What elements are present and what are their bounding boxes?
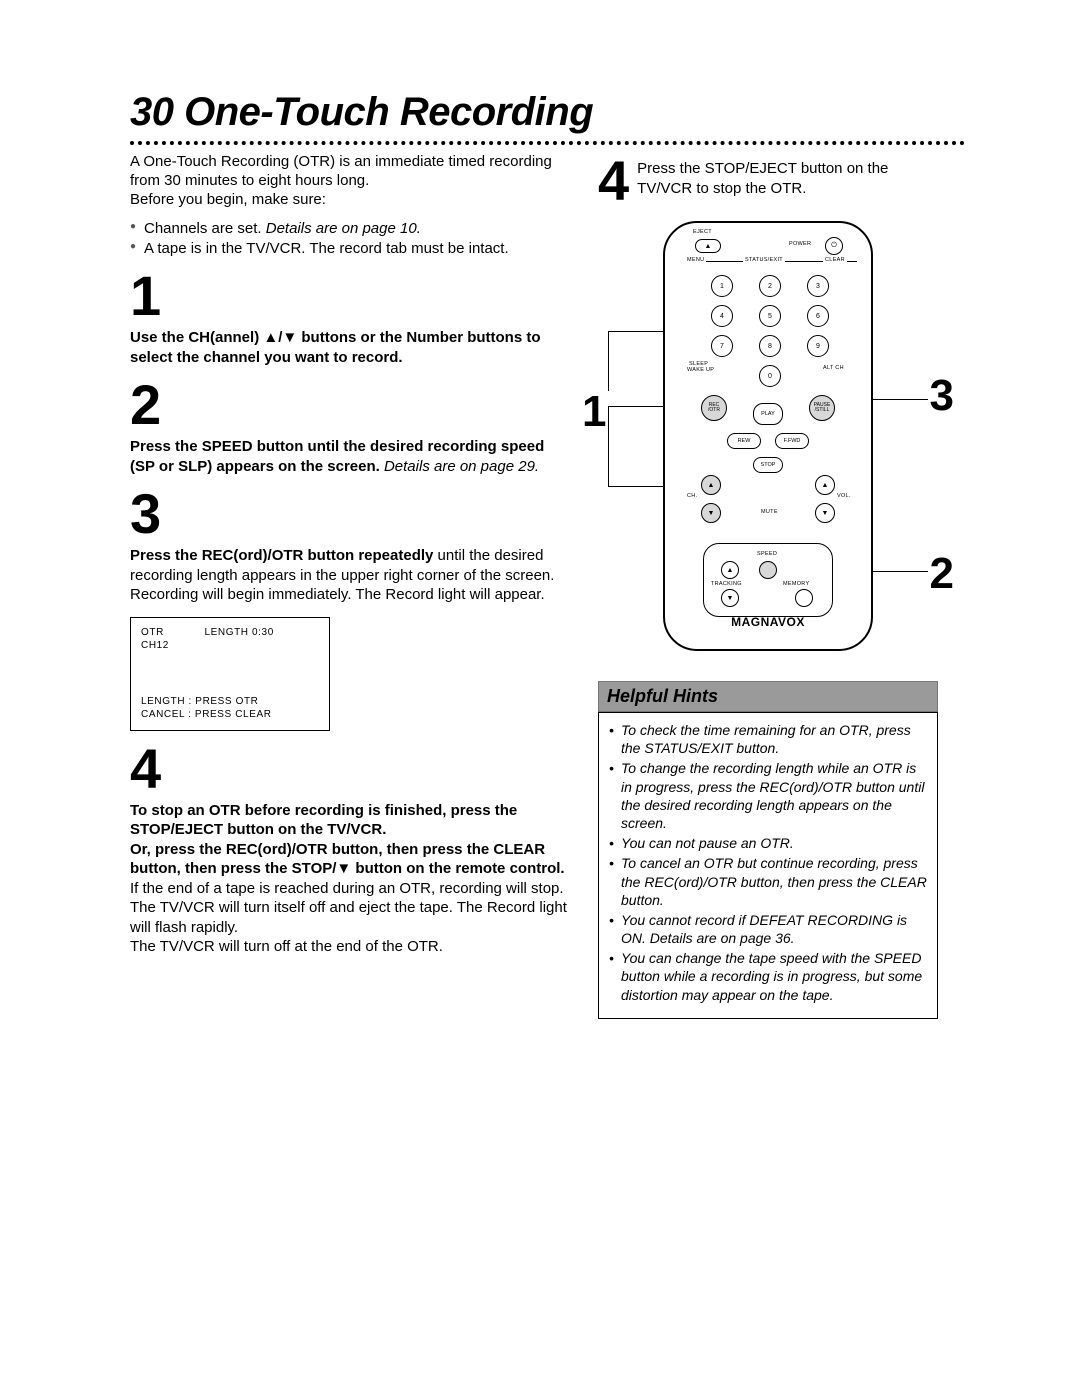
- hint-item: To cancel an OTR but continue recording,…: [607, 854, 929, 909]
- right-step-4-text: Press the STOP/EJECT button on the TV/VC…: [637, 153, 938, 198]
- step-4-text: To stop an OTR before recording is finis…: [130, 801, 570, 957]
- hint-item: To check the time remaining for an OTR, …: [607, 721, 929, 757]
- hint-item: You cannot record if DEFEAT RECORDING is…: [607, 911, 929, 947]
- intro-line-1: A One-Touch Recording (OTR) is an immedi…: [130, 153, 552, 189]
- bullet-channels-italic: Details are on page 10.: [266, 220, 421, 237]
- callout-2: 2: [930, 549, 954, 599]
- prerequisite-bullets: Channels are set. Details are on page 10…: [130, 219, 570, 258]
- digit-5[interactable]: 5: [759, 305, 781, 327]
- vol-up-button[interactable]: ▲: [815, 475, 835, 495]
- digit-8[interactable]: 8: [759, 335, 781, 357]
- osd-line-1: OTR LENGTH 0:30: [141, 626, 319, 640]
- osd-line-3: LENGTH : PRESS OTR: [141, 695, 319, 709]
- hints-title: Helpful Hints: [598, 681, 938, 712]
- helpful-hints: Helpful Hints To check the time remainin…: [598, 681, 938, 1019]
- step-3-text: Press the REC(ord)/OTR button repeatedly…: [130, 546, 570, 605]
- digit-7[interactable]: 7: [711, 335, 733, 357]
- play-button[interactable]: PLAY: [753, 403, 783, 425]
- intro-line-2: Before you begin, make sure:: [130, 191, 326, 208]
- memory-label: MEMORY: [783, 581, 809, 587]
- callout-1-line-d: [608, 406, 609, 486]
- bullet-channels-text: Channels are set.: [144, 220, 266, 237]
- callout-1-line-b: [608, 331, 609, 391]
- digit-0[interactable]: 0: [759, 365, 781, 387]
- step-1-bold: Use the CH(annel) ▲/▼ buttons or the Num…: [130, 329, 541, 366]
- vol-label: VOL.: [837, 493, 851, 499]
- bullet-channels: Channels are set. Details are on page 10…: [130, 219, 570, 239]
- right-column: 4 Press the STOP/EJECT button on the TV/…: [598, 153, 938, 1019]
- step-4-bold-1: To stop an OTR before recording is finis…: [130, 802, 517, 839]
- step-2-number: 2: [130, 377, 570, 433]
- callout-3: 3: [930, 371, 954, 421]
- ch-up-button[interactable]: ▲: [701, 475, 721, 495]
- step-4-plain-2: The TV/VCR will turn off at the end of t…: [130, 938, 443, 955]
- step-3-bold: Press the REC(ord)/OTR button repeatedly: [130, 547, 438, 564]
- eject-label: EJECT: [693, 229, 712, 235]
- power-button[interactable]: ⏻: [825, 237, 843, 255]
- ffwd-button[interactable]: F.FWD: [775, 433, 809, 449]
- osd-line-4: CANCEL : PRESS CLEAR: [141, 708, 319, 722]
- osd-otr: OTR: [141, 627, 164, 638]
- step-1-text: Use the CH(annel) ▲/▼ buttons or the Num…: [130, 328, 570, 367]
- hint-item: To change the recording length while an …: [607, 759, 929, 832]
- callout-1-line-a: [608, 331, 668, 332]
- pause-still-button[interactable]: PAUSE/STILL: [809, 395, 835, 421]
- clear-label: CLEAR: [823, 257, 847, 263]
- left-column: A One-Touch Recording (OTR) is an immedi…: [130, 153, 570, 1019]
- ch-label: CH.: [687, 493, 697, 499]
- step-3-number: 3: [130, 486, 570, 542]
- step-1-number: 1: [130, 268, 570, 324]
- two-column-layout: A One-Touch Recording (OTR) is an immedi…: [130, 153, 965, 1019]
- hint-item: You can change the tape speed with the S…: [607, 949, 929, 1004]
- ch-down-button[interactable]: ▼: [701, 503, 721, 523]
- wakeup-label: WAKE UP: [687, 367, 714, 373]
- right-step-4-number: 4: [598, 153, 629, 209]
- bullet-tape: A tape is in the TV/VCR. The record tab …: [130, 239, 570, 259]
- tracking-up-button[interactable]: ▲: [721, 561, 739, 579]
- menu-label: MENU: [685, 257, 706, 263]
- eject-button[interactable]: ▲: [695, 239, 721, 253]
- right-step-4: 4 Press the STOP/EJECT button on the TV/…: [598, 153, 938, 209]
- speed-button[interactable]: [759, 561, 777, 579]
- dotted-divider: [130, 141, 965, 145]
- page-title: 30 One-Touch Recording: [130, 90, 965, 135]
- digit-2[interactable]: 2: [759, 275, 781, 297]
- digit-6[interactable]: 6: [807, 305, 829, 327]
- digit-1[interactable]: 1: [711, 275, 733, 297]
- step-4-bold-2: Or, press the REC(ord)/OTR button, then …: [130, 841, 565, 878]
- digit-9[interactable]: 9: [807, 335, 829, 357]
- status-label: STATUS/EXIT: [743, 257, 785, 263]
- hints-list: To check the time remaining for an OTR, …: [607, 721, 929, 1004]
- osd-line-2: CH12: [141, 639, 319, 653]
- remote-brand: MAGNAVOX: [665, 615, 871, 629]
- intro-paragraph: A One-Touch Recording (OTR) is an immedi…: [130, 153, 570, 209]
- step-4-number: 4: [130, 741, 570, 797]
- tracking-down-button[interactable]: ▼: [721, 589, 739, 607]
- step-4-plain-1: If the end of a tape is reached during a…: [130, 880, 567, 936]
- memory-button[interactable]: [795, 589, 813, 607]
- power-label: POWER: [789, 241, 811, 247]
- digit-3[interactable]: 3: [807, 275, 829, 297]
- callout-1: 1: [582, 387, 606, 437]
- vol-down-button[interactable]: ▼: [815, 503, 835, 523]
- remote-body: ▲ EJECT ⏻ POWER MENU STATUS/EXIT CLEAR 1…: [663, 221, 873, 651]
- hint-item: You can not pause an OTR.: [607, 834, 929, 852]
- mute-label: MUTE: [761, 509, 778, 515]
- digit-4[interactable]: 4: [711, 305, 733, 327]
- osd-screen-box: OTR LENGTH 0:30 CH12 LENGTH : PRESS OTR …: [130, 617, 330, 731]
- rew-button[interactable]: REW: [727, 433, 761, 449]
- stop-button[interactable]: STOP: [753, 457, 783, 473]
- rec-otr-button[interactable]: REC/OTR: [701, 395, 727, 421]
- step-2-text: Press the SPEED button until the desired…: [130, 437, 570, 476]
- hints-box: To check the time remaining for an OTR, …: [598, 712, 938, 1019]
- speed-label: SPEED: [757, 551, 777, 557]
- step-2-italic: Details are on page 29.: [384, 458, 539, 475]
- tracking-label: TRACKING: [711, 581, 742, 587]
- altch-label: ALT CH: [823, 365, 844, 371]
- osd-length: LENGTH 0:30: [204, 627, 273, 638]
- remote-diagram: 1 3 2 ▲ EJECT ⏻ POWER MENU STATUS/EXIT C…: [598, 221, 938, 651]
- bullet-tape-text: A tape is in the TV/VCR. The record tab …: [144, 240, 509, 257]
